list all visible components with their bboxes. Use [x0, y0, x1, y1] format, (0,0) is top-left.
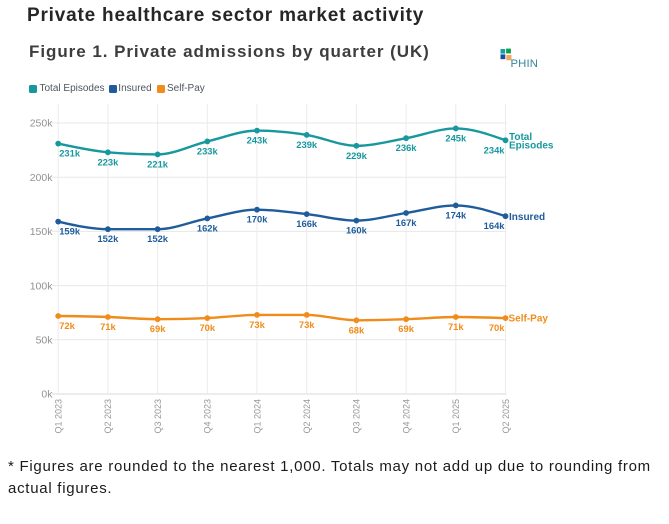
svg-text:Q2 2025: Q2 2025: [501, 399, 511, 434]
svg-text:Total: Total: [509, 132, 532, 143]
svg-text:71k: 71k: [448, 321, 464, 332]
svg-text:Insured: Insured: [509, 212, 545, 223]
svg-text:152k: 152k: [147, 233, 169, 244]
svg-text:239k: 239k: [296, 139, 318, 150]
svg-text:164k: 164k: [484, 220, 506, 231]
svg-text:Self-Pay: Self-Pay: [509, 313, 549, 324]
svg-text:69k: 69k: [150, 323, 166, 334]
svg-text:234k: 234k: [484, 144, 506, 155]
svg-text:221k: 221k: [147, 158, 169, 169]
svg-text:250k: 250k: [30, 118, 54, 130]
svg-text:233k: 233k: [197, 145, 219, 156]
svg-text:73k: 73k: [249, 319, 265, 330]
svg-text:223k: 223k: [97, 156, 119, 167]
svg-text:231k: 231k: [59, 148, 81, 159]
svg-text:Q1 2024: Q1 2024: [252, 399, 262, 434]
svg-text:Q3 2024: Q3 2024: [352, 399, 362, 434]
svg-text:243k: 243k: [247, 135, 269, 146]
svg-text:152k: 152k: [97, 233, 119, 244]
svg-text:Q4 2023: Q4 2023: [203, 399, 213, 434]
svg-text:159k: 159k: [59, 226, 81, 237]
svg-text:Q4 2024: Q4 2024: [401, 399, 411, 434]
svg-text:Q2 2024: Q2 2024: [302, 399, 312, 434]
svg-text:Q1 2023: Q1 2023: [54, 399, 64, 434]
svg-text:Q1 2025: Q1 2025: [451, 399, 461, 434]
svg-text:Q2 2023: Q2 2023: [103, 399, 113, 434]
svg-text:200k: 200k: [30, 172, 54, 184]
svg-text:167k: 167k: [396, 217, 418, 228]
svg-text:160k: 160k: [346, 225, 368, 236]
svg-text:72k: 72k: [59, 320, 75, 331]
svg-text:71k: 71k: [100, 321, 116, 332]
svg-text:0k: 0k: [41, 389, 53, 401]
svg-text:229k: 229k: [346, 150, 368, 161]
svg-text:50k: 50k: [36, 335, 54, 347]
svg-text:174k: 174k: [445, 209, 467, 220]
svg-text:69k: 69k: [398, 323, 414, 334]
svg-text:162k: 162k: [197, 222, 219, 233]
svg-text:70k: 70k: [199, 322, 215, 333]
svg-text:150k: 150k: [30, 226, 54, 238]
svg-text:236k: 236k: [396, 142, 418, 153]
svg-text:Episodes: Episodes: [509, 140, 554, 151]
svg-text:245k: 245k: [445, 132, 467, 143]
svg-text:PHIN: PHIN: [511, 58, 539, 70]
svg-text:100k: 100k: [30, 280, 54, 292]
svg-text:170k: 170k: [247, 214, 269, 225]
svg-text:166k: 166k: [296, 218, 318, 229]
svg-text:68k: 68k: [349, 324, 365, 335]
svg-text:Q3 2023: Q3 2023: [153, 399, 163, 434]
svg-text:70k: 70k: [489, 322, 505, 333]
svg-text:73k: 73k: [299, 319, 315, 330]
